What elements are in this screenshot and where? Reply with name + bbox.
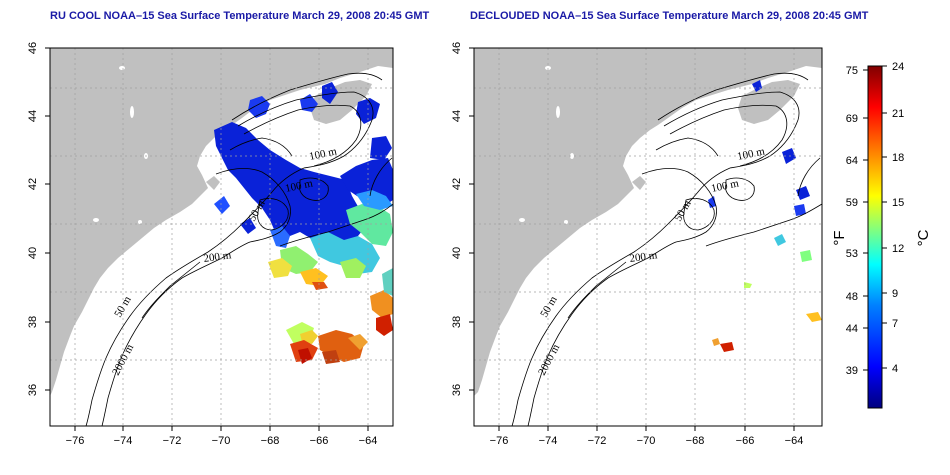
svg-text:38: 38	[27, 316, 39, 328]
colorbar-ticks	[863, 65, 887, 371]
left-axis-ticks	[45, 47, 369, 431]
svg-text:18: 18	[892, 152, 904, 164]
svg-text:53: 53	[846, 248, 858, 260]
svg-text:15: 15	[892, 197, 904, 209]
cape-cod	[206, 176, 220, 190]
svg-text:42: 42	[451, 178, 463, 190]
svg-text:−70: −70	[212, 435, 231, 447]
right-x-tick-labels: −76 −74 −72 −70 −68 −66 −64	[490, 435, 804, 447]
svg-text:−68: −68	[686, 435, 705, 447]
svg-text:44: 44	[451, 110, 463, 122]
right-axis-ticks	[469, 47, 795, 431]
svg-text:44: 44	[846, 323, 858, 335]
celsius-unit-label: °C	[915, 229, 932, 246]
svg-text:−66: −66	[736, 435, 755, 447]
land-mass	[474, 48, 822, 396]
svg-text:100 m: 100 m	[710, 177, 740, 195]
right-panel-title: DECLOUDED NOAA–15 Sea Surface Temperatur…	[470, 10, 869, 22]
svg-text:−68: −68	[261, 435, 280, 447]
svg-text:50 m: 50 m	[672, 198, 694, 224]
cape-cod	[632, 176, 646, 190]
svg-text:36: 36	[27, 384, 39, 396]
svg-text:64: 64	[846, 155, 858, 167]
svg-text:−72: −72	[588, 435, 607, 447]
temperature-colorbar: 75 69 64 59 53 48 44 39 24 21 18 15 12 9…	[831, 61, 932, 409]
sst-observations-left	[214, 82, 393, 364]
svg-text:100 m: 100 m	[284, 177, 314, 195]
svg-text:200 m: 200 m	[629, 249, 659, 265]
grid-left	[50, 48, 393, 426]
nova-scotia-land	[738, 80, 800, 124]
bathymetry-contours-left	[85, 72, 394, 427]
svg-text:−64: −64	[359, 435, 378, 447]
left-y-tick-labels: 36 38 40 42 44 46	[27, 42, 39, 396]
svg-text:9: 9	[892, 288, 898, 300]
svg-text:48: 48	[846, 291, 858, 303]
svg-text:−76: −76	[490, 435, 509, 447]
svg-text:69: 69	[846, 113, 858, 125]
svg-text:59: 59	[846, 197, 858, 209]
svg-text:−66: −66	[310, 435, 329, 447]
svg-text:21: 21	[892, 108, 904, 120]
svg-text:7: 7	[892, 318, 898, 330]
svg-text:4: 4	[892, 363, 898, 375]
svg-text:−64: −64	[785, 435, 804, 447]
svg-text:42: 42	[27, 178, 39, 190]
left-panel-title: RU COOL NOAA–15 Sea Surface Temperature …	[50, 10, 430, 22]
svg-text:24: 24	[892, 61, 904, 73]
svg-text:40: 40	[451, 247, 463, 259]
svg-text:46: 46	[451, 42, 463, 54]
right-plot-frame	[473, 47, 823, 427]
svg-text:200 m: 200 m	[203, 249, 233, 265]
left-map-panel: 100 m 100 m 50 m 200 m 50 m 2000 m	[27, 42, 394, 447]
left-x-tick-labels: −76 −74 −72 −70 −68 −66 −64	[66, 435, 378, 447]
svg-text:12: 12	[892, 243, 904, 255]
fahrenheit-unit-label: °F	[831, 230, 848, 245]
land-mass	[50, 48, 393, 396]
svg-text:100 m: 100 m	[736, 145, 766, 163]
colorbar-gradient	[867, 65, 883, 409]
right-map-panel: 100 m 100 m 50 m 200 m 50 m 2000 m	[451, 42, 823, 447]
svg-text:40: 40	[27, 247, 39, 259]
svg-text:75: 75	[846, 65, 858, 77]
svg-text:−76: −76	[66, 435, 85, 447]
svg-text:36: 36	[451, 384, 463, 396]
right-y-tick-labels: 36 38 40 42 44 46	[451, 42, 463, 396]
svg-text:46: 46	[27, 42, 39, 54]
colorbar-celsius-labels: 24 21 18 15 12 9 7 4	[892, 61, 904, 375]
bathymetry-contours-right	[511, 72, 823, 427]
svg-text:100 m: 100 m	[308, 145, 338, 163]
svg-text:−70: −70	[637, 435, 656, 447]
svg-text:−74: −74	[539, 435, 558, 447]
svg-text:39: 39	[846, 365, 858, 377]
svg-text:38: 38	[451, 316, 463, 328]
grid-right	[474, 48, 822, 426]
svg-text:44: 44	[27, 110, 39, 122]
colorbar-fahrenheit-labels: 75 69 64 59 53 48 44 39	[846, 65, 858, 377]
svg-text:−72: −72	[163, 435, 182, 447]
svg-text:−74: −74	[114, 435, 133, 447]
sst-observations-right	[708, 80, 822, 352]
